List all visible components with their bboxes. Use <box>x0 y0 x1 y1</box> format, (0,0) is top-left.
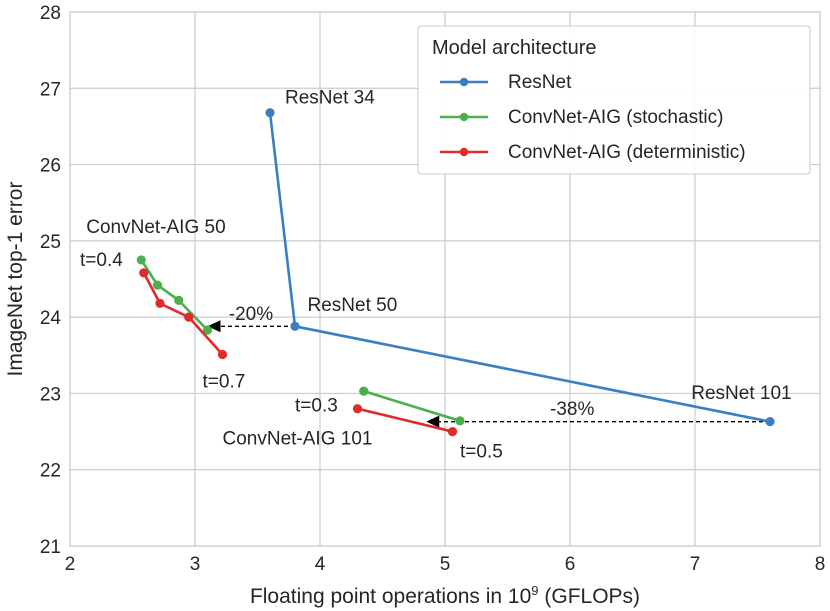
annotation: -38% <box>550 399 594 420</box>
y-tick-label: 23 <box>40 384 61 405</box>
series-line <box>140 259 209 332</box>
data-point <box>184 312 194 322</box>
arrow-head <box>207 320 221 333</box>
arrows <box>207 320 770 428</box>
x-tick-label: 4 <box>315 554 326 575</box>
annotation: t=0.7 <box>203 371 246 392</box>
y-tick-label: 27 <box>40 79 61 100</box>
data-point <box>765 417 775 427</box>
data-point <box>290 321 300 331</box>
data-point <box>136 255 146 265</box>
plot-frame <box>69 11 821 547</box>
y-tick-label: 25 <box>40 232 61 253</box>
annotation: ConvNet-AIG 50 <box>86 217 225 238</box>
legend: Model architecture ResNet ConvNet-AIG (st… <box>417 25 811 175</box>
x-tick-label: 3 <box>190 554 201 575</box>
y-tick-label: 28 <box>40 3 61 24</box>
x-tick-label: 8 <box>815 554 826 575</box>
data-point <box>455 416 465 426</box>
data-point <box>447 426 458 437</box>
series-group <box>136 108 775 437</box>
legend-item-label: ResNet <box>508 72 572 93</box>
annotations: ResNet 34 ResNet 50 ResNet 101 ConvNet-AIG … <box>80 88 792 463</box>
legend-title: Model architecture <box>432 37 597 59</box>
legend-swatch-marker <box>459 112 469 122</box>
y-tick-label: 21 <box>40 537 61 558</box>
data-point <box>352 404 363 414</box>
data-point <box>217 349 228 360</box>
data-point <box>139 268 149 278</box>
x-tick-label: 5 <box>440 554 451 575</box>
annotation: -20% <box>229 304 273 325</box>
annotation: t=0.3 <box>295 396 338 417</box>
series-line <box>357 407 453 433</box>
y-tick-label: 22 <box>40 461 61 482</box>
y-tick-label: 26 <box>40 156 61 177</box>
data-point <box>174 295 184 305</box>
x-tick-label: 7 <box>690 554 701 575</box>
legend-item-label: ConvNet-AIG (deterministic) <box>508 142 746 163</box>
x-tick-label: 6 <box>565 554 576 575</box>
annotation: ResNet 34 <box>285 88 375 109</box>
legend-items: ResNet ConvNet-AIG (stochastic) ConvNet-AI… <box>440 72 746 163</box>
data-point <box>265 108 275 118</box>
annotation: ResNet 50 <box>308 295 398 316</box>
annotation: ConvNet-AIG 101 <box>223 429 373 450</box>
legend-item-label: ConvNet-AIG (stochastic) <box>508 107 723 128</box>
y-tick-label: 24 <box>40 308 62 329</box>
data-point <box>155 298 165 309</box>
x-axis-label: Floating point operations in 109 (GFLOPs… <box>250 583 640 608</box>
arrow-head <box>426 415 440 428</box>
annotation: t=0.5 <box>460 442 503 463</box>
data-point <box>152 280 163 290</box>
y-axis-label: ImageNet top-1 error <box>4 182 27 377</box>
annotation: t=0.4 <box>80 250 123 271</box>
data-point <box>202 325 213 335</box>
series-line <box>142 272 224 356</box>
legend-swatch-marker <box>459 147 469 157</box>
x-tick-label: 2 <box>65 554 76 575</box>
legend-box <box>417 25 811 175</box>
x-axis-label-exponent: 9 <box>531 583 538 598</box>
series-line <box>363 389 461 423</box>
legend-swatch-marker <box>459 77 469 87</box>
annotation: ResNet 101 <box>691 383 791 404</box>
data-point <box>359 386 369 396</box>
